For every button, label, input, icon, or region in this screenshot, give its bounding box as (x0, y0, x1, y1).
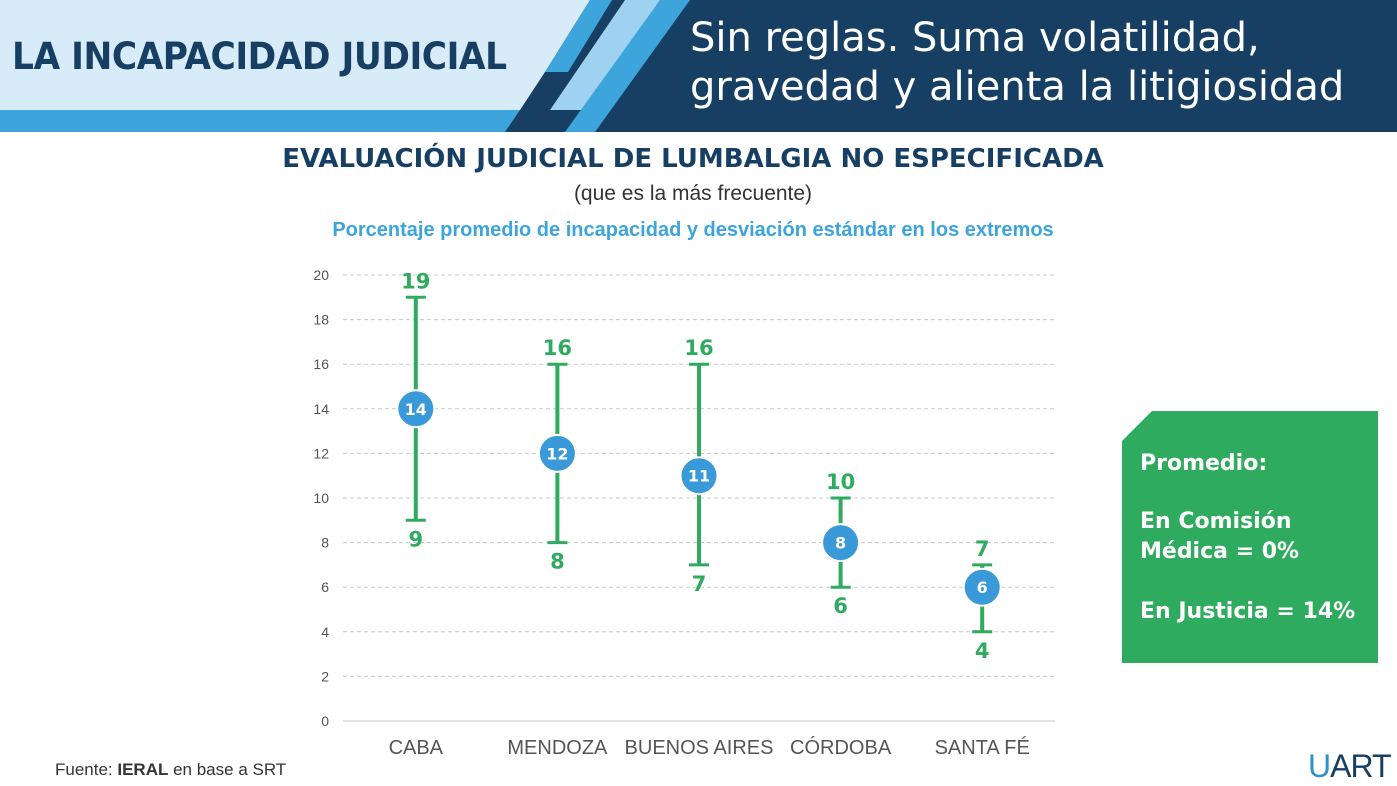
y-tick-label: 14 (313, 401, 329, 417)
summary-commission-line2: Médica = 0% (1140, 539, 1300, 564)
summary-justice: En Justicia = 14% (1140, 599, 1356, 624)
summary-commission-line1: En Comisión (1140, 509, 1292, 534)
high-value-label: 10 (826, 470, 855, 494)
chart-caption: Porcentaje promedio de incapacidad y des… (332, 219, 1054, 241)
uart-logo: UART (1308, 748, 1392, 785)
high-value-label: 16 (543, 336, 572, 360)
mean-point (679, 456, 719, 496)
source-prefix: Fuente: (55, 760, 118, 779)
category-label: CÓRDOBA (790, 736, 892, 759)
y-tick-label: 0 (321, 713, 329, 729)
mean-point (821, 523, 861, 563)
summary-heading: Promedio: (1140, 451, 1268, 476)
source-bold: IERAL (117, 760, 169, 779)
header-right-title-line1: Sin reglas. Suma volatilidad, (690, 15, 1260, 61)
category-label: MENDOZA (507, 737, 608, 759)
low-value-label: 6 (833, 594, 848, 618)
y-tick-label: 20 (313, 267, 329, 283)
y-tick-label: 18 (313, 312, 329, 328)
header-right-title: Sin reglas. Suma volatilidad, gravedad y… (690, 14, 1380, 112)
footer-source: Fuente: IERAL en base a SRT (55, 760, 286, 780)
low-value-label: 9 (408, 527, 423, 551)
y-tick-label: 12 (313, 445, 329, 461)
logo-rest: ART (1330, 748, 1391, 784)
high-value-label: 19 (401, 269, 430, 293)
low-value-label: 4 (975, 639, 990, 663)
low-value-label: 7 (692, 572, 707, 596)
y-tick-label: 2 (321, 668, 329, 684)
source-suffix: en base a SRT (168, 760, 287, 779)
header-left-title: LA INCAPACIDAD JUDICIAL (12, 35, 507, 78)
category-label: CABA (389, 737, 444, 759)
mean-value-label: 6 (977, 578, 988, 597)
chart-subtitle: (que es la más frecuente) (573, 182, 813, 205)
y-tick-label: 16 (313, 356, 329, 372)
y-tick-label: 10 (313, 490, 329, 506)
header-right-title-line2: gravedad y alienta la litigiosidad (690, 64, 1345, 110)
header-banner: LA INCAPACIDAD JUDICIAL Sin reglas. Suma… (0, 0, 1397, 132)
chart-title: EVALUACIÓN JUDICIAL DE LUMBALGIA NO ESPE… (282, 144, 1104, 174)
mean-value-label: 11 (688, 467, 710, 486)
y-tick-label: 8 (321, 535, 329, 551)
mean-value-label: 8 (835, 534, 846, 553)
logo-u: U (1308, 748, 1331, 784)
low-value-label: 8 (550, 550, 565, 574)
mean-value-label: 12 (546, 444, 568, 463)
mean-point (396, 389, 436, 429)
y-tick-label: 6 (321, 579, 329, 595)
mean-value-label: 14 (405, 400, 427, 419)
category-label: SANTA FÉ (935, 736, 1030, 759)
mean-point (962, 567, 1002, 607)
y-tick-label: 4 (321, 624, 329, 640)
high-value-label: 7 (975, 537, 990, 561)
mean-point (537, 433, 577, 473)
high-value-label: 16 (684, 336, 713, 360)
category-label: BUENOS AIRES (625, 737, 774, 759)
header-background (0, 0, 1397, 132)
average-summary-box: Promedio: En Comisión Médica = 0% En Jus… (1122, 411, 1378, 663)
